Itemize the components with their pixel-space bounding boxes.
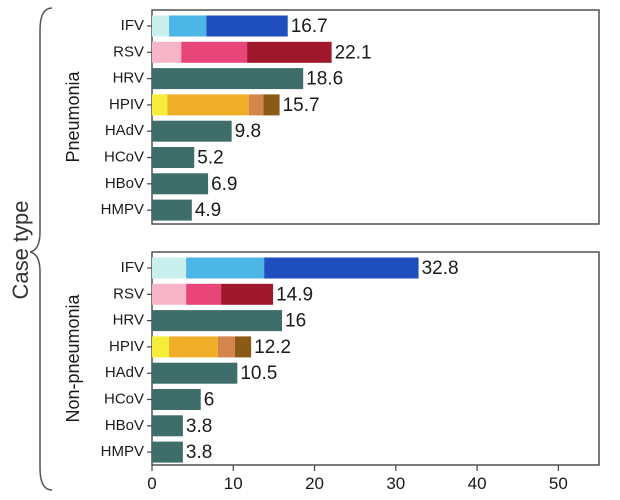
- category-label: HPIV: [109, 96, 144, 113]
- category-label: IFV: [121, 259, 144, 276]
- bar-segment: [234, 336, 252, 358]
- value-label: 22.1: [335, 42, 372, 63]
- category-label: HRV: [113, 70, 144, 87]
- case-type-brace: [29, 7, 53, 491]
- category-label: HMPV: [101, 201, 144, 218]
- panel-label: Non-pneumonia: [63, 293, 83, 422]
- value-label: 10.5: [240, 363, 277, 384]
- bar-segment: [152, 310, 283, 332]
- bar-segment: [152, 68, 304, 90]
- x-tick-label: 10: [224, 474, 243, 493]
- x-tick-label: 30: [386, 474, 405, 493]
- bar-segment: [152, 120, 232, 142]
- value-label: 16: [285, 311, 306, 332]
- bar-segment: [152, 147, 195, 168]
- value-label: 3.8: [186, 442, 212, 463]
- x-tick-label: 0: [147, 474, 156, 493]
- bar-segment: [152, 283, 187, 305]
- x-tick-label: 40: [468, 474, 487, 493]
- category-label: HCoV: [104, 390, 144, 407]
- category-label: HPIV: [109, 338, 144, 355]
- value-label: 3.8: [186, 416, 212, 437]
- panel-frame: [151, 251, 600, 466]
- panel-1: Non-pneumonia IFV 32.8 RSV 14.9 HRV 16 HPIV 12.2…: [63, 251, 600, 466]
- category-label: HAdV: [105, 122, 144, 139]
- bar-segment: [217, 336, 235, 358]
- bar-segment: [169, 336, 218, 358]
- bar-segment: [186, 257, 265, 279]
- value-label: 6: [204, 390, 215, 411]
- bar-segment: [152, 199, 192, 221]
- bar-segment: [152, 257, 187, 279]
- bar-segment: [152, 362, 238, 384]
- bar-segment: [186, 283, 222, 305]
- category-label: HMPV: [101, 443, 144, 460]
- value-label: 4.9: [195, 200, 221, 221]
- bar-segment: [181, 41, 248, 63]
- category-label: HCoV: [104, 148, 144, 165]
- x-tick-label: 20: [305, 474, 324, 493]
- category-label: HAdV: [105, 364, 144, 381]
- value-label: 14.9: [276, 284, 313, 305]
- bar-segment: [264, 257, 419, 279]
- bar-segment: [247, 41, 332, 63]
- bar-segment: [248, 94, 264, 116]
- category-label: HBoV: [105, 417, 144, 434]
- bar-segment: [167, 94, 249, 116]
- value-label: 18.6: [306, 69, 343, 90]
- case-type-label: Case type: [8, 200, 33, 299]
- bar-segment: [152, 336, 170, 358]
- value-label: 15.7: [283, 95, 320, 116]
- category-label: IFV: [121, 17, 144, 34]
- panel-label: Pneumonia: [63, 70, 83, 162]
- value-label: 5.2: [197, 148, 223, 169]
- value-label: 16.7: [291, 16, 328, 37]
- bar-segment: [152, 173, 209, 195]
- bar-segment: [206, 15, 288, 37]
- bar-segment: [152, 41, 182, 63]
- bar-segment: [221, 283, 274, 305]
- category-label: HBoV: [105, 175, 144, 192]
- value-label: 12.2: [254, 337, 291, 358]
- bar-segment: [263, 94, 280, 116]
- chart-panels: Pneumonia IFV 16.7 RSV 22.1 HRV 18.6 HPIV 15.7 HA…: [63, 9, 600, 466]
- case-type-axis: Case type: [8, 7, 53, 491]
- value-label: 9.8: [235, 121, 261, 142]
- bar-segment: [152, 94, 168, 116]
- category-label: RSV: [113, 285, 144, 302]
- bar-segment: [152, 389, 201, 410]
- bar-segment: [152, 415, 183, 437]
- x-axis: 0 10 20 30 40 50: [147, 465, 568, 493]
- bar-segment: [152, 15, 170, 37]
- value-label: 6.9: [211, 174, 237, 195]
- category-label: HRV: [113, 312, 144, 329]
- bar-segment: [169, 15, 207, 37]
- value-label: 32.8: [422, 258, 459, 279]
- category-label: RSV: [113, 43, 144, 60]
- x-tick-label: 50: [549, 474, 568, 493]
- bar-segment: [152, 441, 183, 463]
- panel-frame: [151, 9, 600, 225]
- panel-0: Pneumonia IFV 16.7 RSV 22.1 HRV 18.6 HPIV 15.7 HA…: [63, 9, 600, 225]
